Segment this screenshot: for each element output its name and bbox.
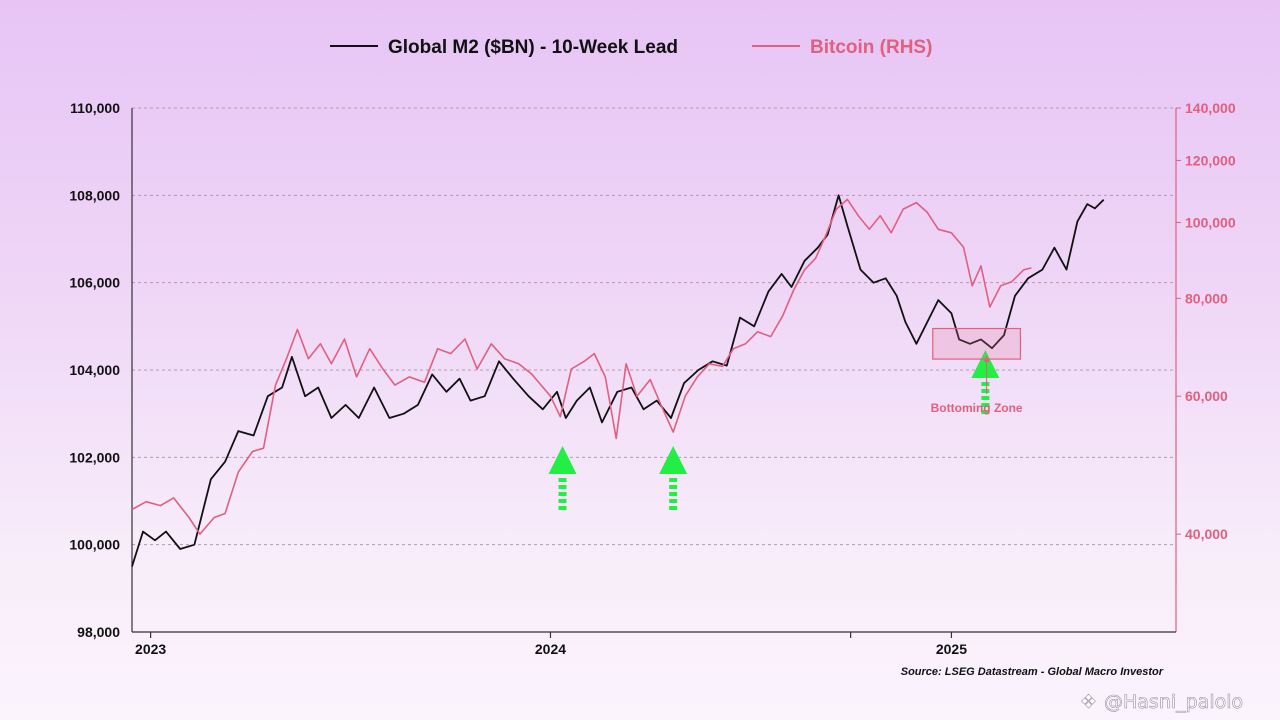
series-line-bitcoin <box>131 198 1032 535</box>
source-note: Source: LSEG Datastream - Global Macro I… <box>901 666 1164 678</box>
green-up-arrow-icon <box>971 350 1000 414</box>
green-up-arrow-icon <box>659 446 688 510</box>
y-right-tick-label: 40,000 <box>1185 526 1228 542</box>
watermark-logo-icon: ❖ <box>1080 691 1097 713</box>
arrow-dash <box>669 506 678 510</box>
y-right-tick-label: 60,000 <box>1185 388 1228 404</box>
y-right-tick-label: 140,000 <box>1185 100 1236 116</box>
y-right-tick-label: 100,000 <box>1185 214 1236 230</box>
arrow-head <box>971 350 1000 378</box>
arrow-dash <box>558 478 567 482</box>
watermark-text: @Hasni_palolo <box>1104 691 1243 713</box>
gridlines <box>132 107 1176 546</box>
bottoming-zone-pointer-head <box>983 356 990 362</box>
bottoming-zone-box <box>932 327 1022 360</box>
arrow-dash <box>981 382 990 386</box>
x-tick-label: 2023 <box>135 641 166 657</box>
y-left-tick-label: 104,000 <box>69 362 120 378</box>
arrow-dash <box>558 499 567 503</box>
arrow-dash <box>669 499 678 503</box>
x-tick-label: 2025 <box>936 641 967 657</box>
bottoming-zone-label: Bottoming Zone <box>931 401 1023 415</box>
arrow-dash <box>981 389 990 393</box>
series-line-global-m2 <box>131 194 1105 567</box>
y-left-tick-label: 102,000 <box>69 449 120 465</box>
y-right-tick-label: 120,000 <box>1185 152 1236 168</box>
y-left-tick-label: 108,000 <box>69 187 120 203</box>
arrow-dash <box>669 485 678 489</box>
watermark: ❖ @Hasni_palolo <box>1080 691 1244 714</box>
arrow-dash <box>558 492 567 496</box>
y-right-tick-label: 80,000 <box>1185 290 1228 306</box>
legend: Global M2 ($BN) - 10-Week Lead Bitcoin (… <box>330 37 932 58</box>
arrow-dash <box>981 410 990 414</box>
annotations: Bottoming Zone <box>548 327 1023 510</box>
arrow-head <box>659 446 688 474</box>
arrow-dash <box>981 396 990 400</box>
legend-label-m2: Global M2 ($BN) - 10-Week Lead <box>388 37 678 58</box>
arrow-dash <box>981 403 990 407</box>
x-tick-label: 2024 <box>535 641 566 657</box>
legend-label-btc: Bitcoin (RHS) <box>810 37 932 58</box>
y-left-tick-label: 106,000 <box>69 275 120 291</box>
arrow-dash <box>669 492 678 496</box>
arrow-dash <box>558 485 567 489</box>
arrow-dash <box>669 478 678 482</box>
y-left-tick-label: 100,000 <box>69 537 120 553</box>
y-left-tick-label: 98,000 <box>77 624 120 640</box>
arrow-head <box>548 446 577 474</box>
axes: 98,000 100,000 102,000 104,000 106,000 108,00… <box>69 100 1235 657</box>
green-up-arrow-icon <box>548 446 577 510</box>
plot-area <box>131 194 1105 567</box>
y-left-tick-label: 110,000 <box>70 100 120 116</box>
arrow-dash <box>558 506 567 510</box>
